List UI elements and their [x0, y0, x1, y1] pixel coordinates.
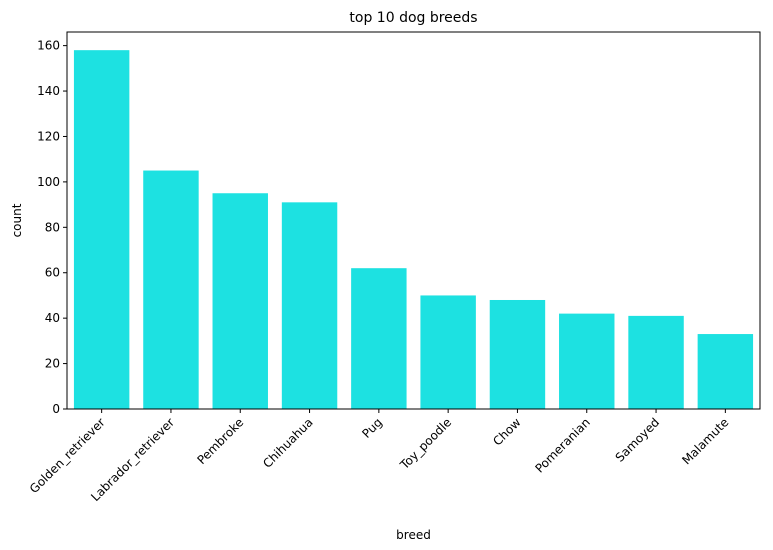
x-tick-label: Chihuahua — [260, 415, 315, 470]
x-axis-label: breed — [396, 528, 431, 542]
bar-golden-retriever — [73, 50, 130, 410]
y-tick-label: 40 — [45, 311, 60, 325]
bar-chow — [489, 299, 546, 409]
bar-toy-poodle — [420, 295, 476, 409]
y-tick-label: 80 — [45, 220, 60, 234]
y-tick-label: 60 — [45, 266, 60, 280]
y-tick-label: 120 — [37, 129, 60, 143]
y-tick-label: 160 — [37, 39, 60, 53]
bar-malamute — [697, 334, 754, 409]
x-tick-label: Pembroke — [194, 415, 246, 467]
x-tick-label: Pomeranian — [532, 415, 592, 475]
bar-pembroke — [212, 193, 268, 409]
bars-group — [73, 50, 754, 410]
bar-chihuahua — [281, 202, 338, 409]
y-tick-label: 20 — [45, 357, 60, 371]
x-tick-label: Malamute — [679, 415, 731, 467]
bar-labrador-retriever — [143, 170, 199, 409]
x-tick-label: Toy_poodle — [397, 415, 455, 473]
y-axis-label: count — [10, 203, 24, 237]
y-tick-label: 100 — [37, 175, 60, 189]
y-tick-label: 0 — [52, 402, 60, 416]
y-axis-ticks: 0 20 40 60 80 100 120 140 160 — [37, 39, 67, 416]
x-tick-label: Samoyed — [613, 415, 663, 465]
chart-title: top 10 dog breeds — [349, 10, 477, 26]
plot-frame — [66, 31, 761, 410]
bar-samoyed — [628, 315, 684, 409]
bar-pomeranian — [559, 313, 615, 409]
bar-pug — [351, 268, 407, 409]
y-tick-label: 140 — [37, 84, 60, 98]
x-tick-label: Pug — [359, 415, 385, 441]
x-tick-label: Chow — [490, 415, 523, 448]
x-tick-label: Golden_retriever — [27, 415, 108, 496]
